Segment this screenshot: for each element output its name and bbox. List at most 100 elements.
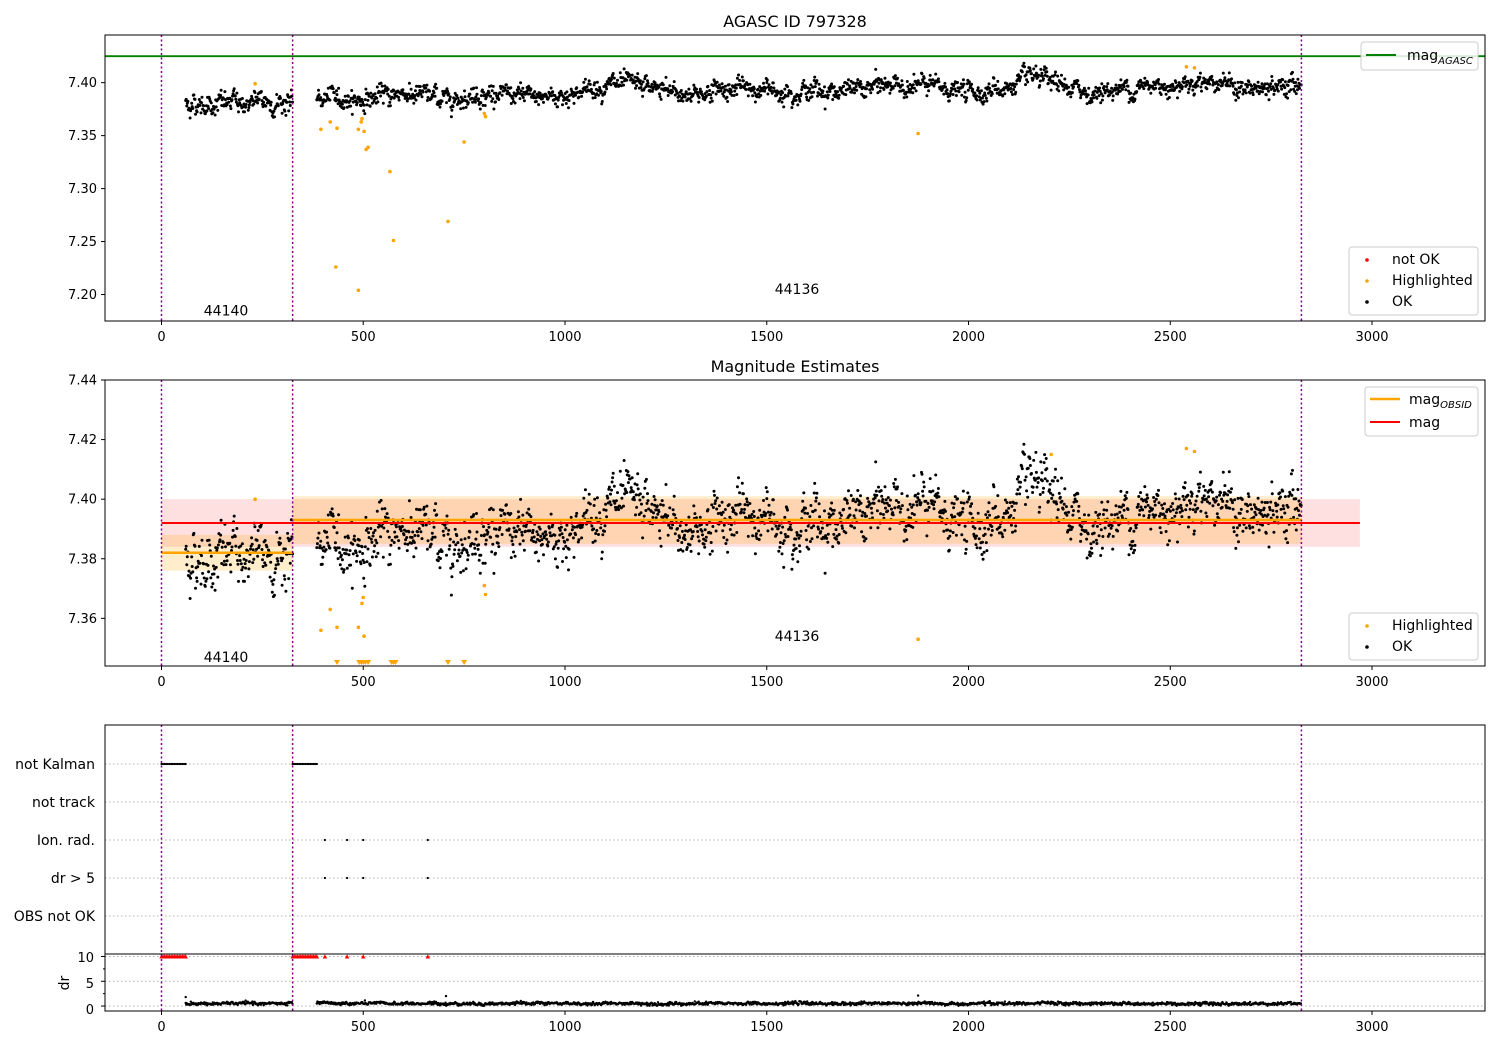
ok-point [521, 96, 525, 99]
ok-point [379, 498, 383, 502]
ok-point [559, 525, 563, 529]
ok-point [1273, 88, 1277, 92]
ok-point [1114, 504, 1118, 508]
ok-point [470, 96, 474, 100]
ok-point [804, 506, 807, 510]
ok-point [728, 528, 732, 531]
ok-point [816, 535, 819, 539]
ok-point [335, 89, 338, 93]
ok-point [658, 536, 662, 540]
ok-point [276, 104, 280, 108]
ok-point [210, 585, 214, 589]
ok-point [1291, 488, 1295, 492]
ok-point [854, 508, 858, 512]
ok-point [916, 492, 920, 496]
ok-point [345, 566, 349, 570]
ok-point [1010, 504, 1014, 508]
ok-point [1247, 80, 1251, 84]
ok-point [447, 547, 451, 551]
ok-point [1231, 84, 1235, 88]
ok-point [934, 72, 938, 76]
highlighted-point [483, 114, 488, 119]
ok-point [587, 79, 591, 83]
ok-point [1178, 510, 1182, 514]
ok-point [962, 82, 966, 86]
ok-point [397, 539, 401, 543]
flag-marker [183, 762, 186, 766]
ok-point [342, 106, 346, 110]
ok-point [706, 508, 710, 512]
ok-point [720, 513, 724, 517]
ok-point [360, 98, 364, 102]
ok-point [347, 553, 351, 557]
ok-point [609, 503, 613, 507]
ok-point [325, 530, 329, 534]
ok-point [1265, 82, 1269, 86]
ok-point [225, 103, 229, 107]
ok-point [932, 503, 935, 507]
ok-point [1014, 90, 1018, 94]
ok-point [190, 101, 194, 105]
ok-point [228, 96, 232, 100]
ok-point [1129, 91, 1133, 95]
ok-point [249, 547, 252, 551]
ok-point [828, 90, 832, 93]
ok-point [1033, 478, 1037, 482]
flag-marker [173, 762, 176, 766]
ok-point [244, 559, 248, 562]
ok-point [1279, 84, 1283, 88]
ok-point [1106, 500, 1110, 504]
ok-point [767, 83, 771, 87]
ok-point [839, 87, 843, 90]
flag-marker [323, 838, 326, 842]
ok-point [1055, 82, 1059, 86]
ok-point [636, 472, 640, 476]
ok-point [710, 99, 714, 103]
dr-ok-point [519, 999, 522, 1003]
ok-point [538, 91, 542, 95]
ok-point [494, 551, 497, 555]
ok-point [1023, 452, 1026, 456]
ok-point [1216, 503, 1220, 507]
ok-point [1157, 82, 1161, 86]
ok-point [1266, 513, 1270, 517]
ok-point [1139, 505, 1143, 509]
ok-point [808, 515, 812, 519]
ok-point [190, 555, 194, 559]
ok-point [503, 512, 507, 516]
ok-point [1190, 79, 1194, 83]
ok-point [1040, 479, 1044, 483]
ok-point [859, 501, 863, 505]
ok-point [689, 99, 693, 103]
ok-point [1263, 86, 1267, 90]
flag-marker [362, 838, 365, 842]
ok-point [776, 527, 780, 531]
ok-point [1053, 475, 1057, 479]
ok-point [413, 94, 417, 98]
ok-point [1185, 503, 1189, 507]
ok-point [752, 515, 756, 518]
ok-point [965, 500, 969, 504]
ok-point [253, 91, 257, 94]
ok-point [339, 553, 343, 557]
ok-point [783, 515, 787, 519]
ok-point [837, 93, 841, 97]
ok-point [1100, 500, 1104, 504]
ok-point [1198, 482, 1202, 486]
y-tick-label: 7.38 [68, 552, 97, 567]
ok-point [813, 508, 817, 512]
ok-point [1107, 93, 1111, 97]
ok-point [1121, 87, 1124, 91]
ok-point [1069, 528, 1073, 531]
ok-point [221, 541, 225, 544]
ok-point [789, 528, 793, 532]
ok-point [1020, 464, 1024, 468]
ok-point [970, 82, 974, 86]
ok-point [448, 97, 452, 101]
ok-point [817, 502, 821, 506]
ok-point [912, 513, 916, 517]
ok-point [414, 546, 418, 550]
ok-point [1095, 90, 1099, 94]
ok-point [1232, 92, 1236, 96]
ok-point [1034, 470, 1038, 474]
